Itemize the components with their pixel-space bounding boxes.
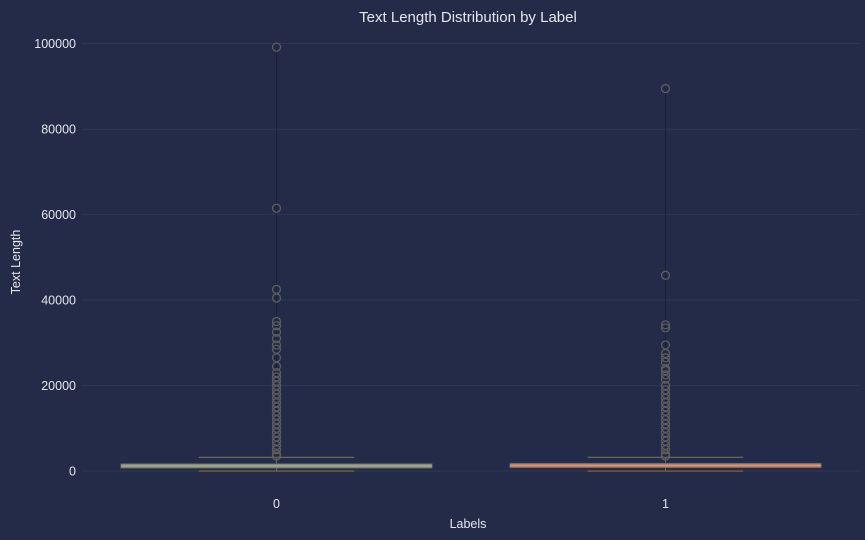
outlier-point (271, 293, 282, 303)
grid (82, 43, 860, 472)
outlier-point (271, 42, 282, 52)
y-tick-label: 0 (69, 465, 76, 479)
outlier-point (271, 340, 282, 350)
boxes (120, 42, 822, 472)
outlier-point (660, 270, 671, 280)
x-tick-label: 1 (662, 497, 669, 511)
outlier-point (660, 83, 671, 94)
outlier-point (271, 361, 282, 371)
x-axis-label: Labels (450, 517, 487, 531)
outlier-point (271, 316, 282, 327)
y-tick-label: 20000 (41, 379, 76, 393)
y-axis-label: Text Length (9, 230, 23, 295)
outlier-point (660, 323, 671, 333)
x-tick-label: 0 (273, 497, 280, 511)
outlier-point (660, 374, 671, 384)
outlier-point (271, 333, 282, 344)
outlier-point (660, 353, 671, 363)
outlier-point (660, 451, 671, 461)
chart-title: Text Length Distribution by Label (359, 9, 577, 26)
outlier-point (271, 321, 282, 331)
y-tick-label: 80000 (41, 123, 76, 137)
outlier-point (660, 445, 671, 455)
outlier-point (271, 445, 282, 455)
outlier-point (271, 327, 282, 337)
y-tick-label: 40000 (41, 294, 76, 308)
outlier-point (271, 451, 282, 461)
outlier-point (660, 370, 671, 380)
y-tick-label: 100000 (34, 37, 76, 51)
y-axis-ticks: 0 20000 40000 60000 80000 100000 (34, 37, 76, 478)
outlier-point (271, 203, 282, 213)
outlier-point (660, 320, 671, 330)
y-tick-label: 60000 (41, 208, 76, 222)
